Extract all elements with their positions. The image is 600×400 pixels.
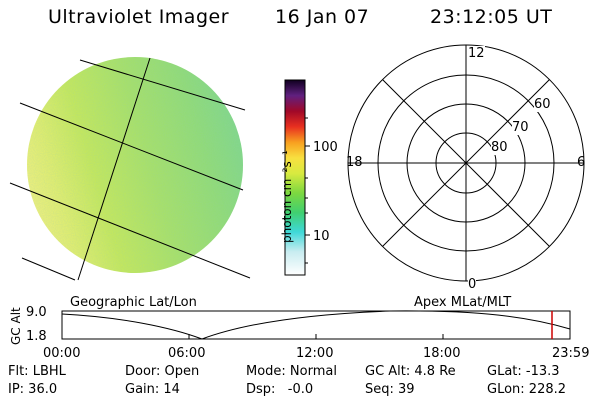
mlt-label-12: 12 — [468, 46, 485, 61]
lat-label-60: 60 — [534, 97, 551, 112]
apex-projection-label: Apex MLat/MLT — [414, 295, 512, 310]
lat-lon-grid — [9, 57, 251, 281]
gc-alt-axis-label: GC Alt — [9, 307, 23, 345]
time-tick-2359: 23:59 — [552, 346, 590, 361]
instrument-title: Ultraviolet Imager — [48, 6, 230, 28]
colorbar-unit-label: photon cm⁻²s⁻¹ — [280, 150, 294, 243]
mlt-label-6: 6 — [577, 155, 586, 170]
mlt-label-0: 0 — [468, 277, 477, 292]
time-label: 23:12:05 UT — [430, 6, 553, 28]
lat-label-80: 80 — [491, 140, 508, 155]
door-info: Door: Open — [125, 364, 200, 379]
auroral-image-panel — [9, 57, 251, 281]
polar-plot — [347, 44, 585, 282]
gc-alt-info: GC Alt: 4.8 Re — [365, 364, 456, 379]
ip-info: IP: 36.0 — [8, 382, 58, 397]
filter-info: Flt: LBHL — [8, 364, 66, 379]
seq-info: Seq: 39 — [365, 382, 415, 397]
date-label: 16 Jan 07 — [275, 6, 370, 28]
geographic-projection-label: Geographic Lat/Lon — [70, 295, 197, 310]
colorbar-tick-100: 100 — [313, 140, 338, 155]
altitude-timeline — [61, 310, 571, 340]
mode-info: Mode: Normal — [246, 364, 337, 379]
colorbar — [284, 79, 310, 276]
gain-info: Gain: 14 — [125, 382, 180, 397]
colorbar-tick-10: 10 — [313, 229, 330, 244]
time-tick-1800: 18:00 — [423, 346, 461, 361]
mlt-label-18: 18 — [346, 155, 363, 170]
alt-tick-9: 9.0 — [26, 305, 47, 320]
time-tick-1200: 12:00 — [296, 346, 334, 361]
time-tick-0600: 06:00 — [168, 346, 206, 361]
glat-info: GLat: -13.3 — [487, 364, 560, 379]
glon-info: GLon: 228.2 — [487, 382, 567, 397]
time-tick-0000: 00:00 — [43, 346, 81, 361]
altitude-curve — [61, 310, 571, 340]
dsp-info: Dsp: -0.0 — [246, 382, 314, 397]
lat-label-70: 70 — [512, 120, 529, 135]
disk-texture — [27, 57, 243, 273]
alt-tick-1-8: 1.8 — [26, 329, 47, 344]
polar-diagonal-2 — [382, 79, 550, 247]
